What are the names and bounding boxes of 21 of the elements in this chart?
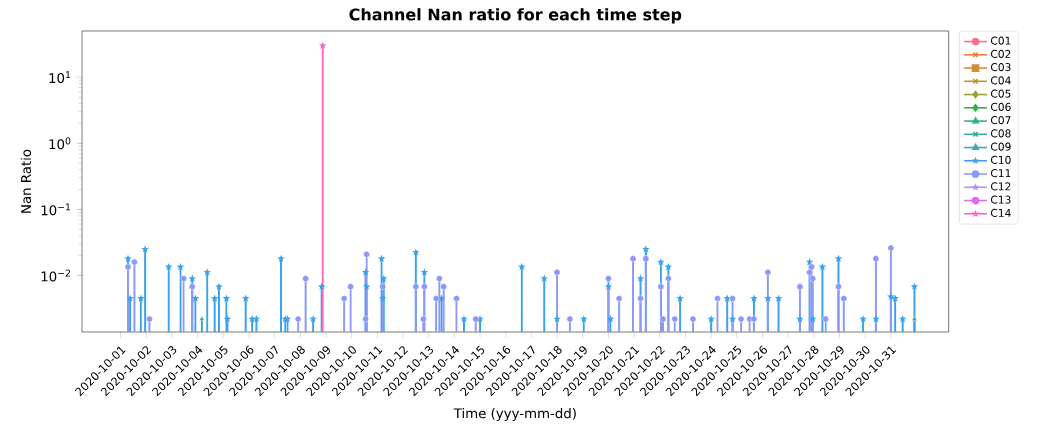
y-tick-label: 10$^{1}$ <box>49 71 71 84</box>
chart-title: Channel Nan ratio for each time step <box>349 8 682 24</box>
legend-label: C12 <box>990 182 1011 191</box>
legend-label: C03 <box>990 63 1011 72</box>
y-tick-label: 10$^{−2}$ <box>41 269 70 282</box>
legend-label: C01 <box>990 36 1011 45</box>
legend-label: C09 <box>990 142 1011 151</box>
legend-label: C02 <box>990 49 1011 58</box>
x-axis-title: Time (yyy-mm-dd) <box>453 407 576 421</box>
legend-label: C13 <box>990 195 1011 204</box>
y-tick-label: 10$^{−1}$ <box>41 203 71 216</box>
legend-label: C06 <box>990 102 1011 111</box>
legend-label: C10 <box>990 155 1011 164</box>
legend-label: C11 <box>990 169 1011 178</box>
y-tick-label: 10$^{0}$ <box>49 137 71 150</box>
legend-label: C05 <box>990 89 1011 98</box>
legend-label: C14 <box>990 208 1011 217</box>
y-axis-title: Nan Ratio <box>20 149 32 213</box>
legend-label: C04 <box>990 76 1011 85</box>
legend-label: C07 <box>990 116 1011 125</box>
legend-label: C08 <box>990 129 1011 138</box>
